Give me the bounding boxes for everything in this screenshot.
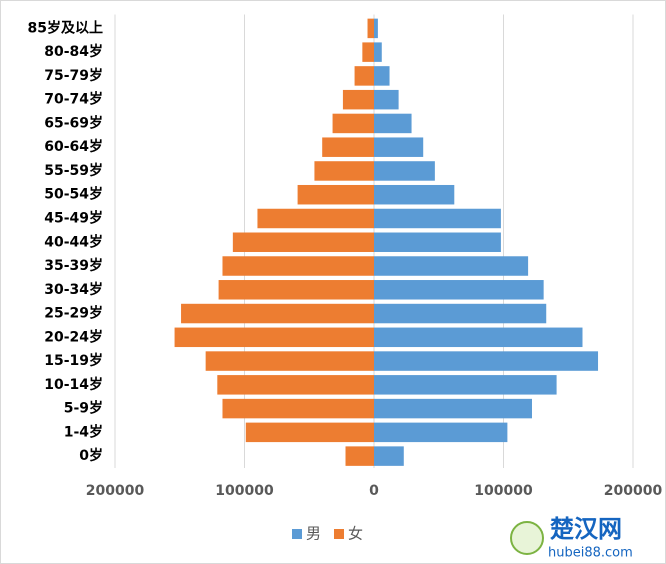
bar <box>345 446 374 466</box>
x-tick-label: 200000 <box>604 483 663 499</box>
bar <box>362 42 374 62</box>
y-tick-label: 80-84岁 <box>44 43 103 60</box>
bar <box>374 18 378 39</box>
x-tick-label: 200000 <box>86 483 145 499</box>
y-tick-label: 10-14岁 <box>44 376 103 393</box>
watermark: 楚汉网 hubei88.com <box>510 515 633 561</box>
bar <box>374 422 508 443</box>
y-tick-label: 20-24岁 <box>44 328 103 345</box>
bar <box>181 303 374 324</box>
y-tick-label: 1-4岁 <box>64 423 103 440</box>
bar <box>374 327 583 348</box>
legend-label: 女 <box>348 525 363 543</box>
y-tick-label: 5-9岁 <box>64 400 103 417</box>
legend-label: 男 <box>306 525 321 543</box>
bar <box>374 232 501 252</box>
y-tick-label: 75-79岁 <box>44 67 103 84</box>
y-tick-label: 65-69岁 <box>44 114 103 131</box>
bar <box>174 327 374 348</box>
y-tick-label: 40-44岁 <box>44 233 103 250</box>
watermark-name: 楚汉网 <box>550 515 622 543</box>
y-tick-label: 85岁及以上 <box>28 19 103 36</box>
bar <box>367 18 374 39</box>
bar <box>374 303 547 324</box>
bar <box>332 113 374 134</box>
bar <box>245 422 374 443</box>
y-tick-label: 35-39岁 <box>44 257 103 274</box>
bar <box>374 398 532 419</box>
bar <box>374 446 404 466</box>
bar <box>314 161 374 181</box>
y-tick-label: 0岁 <box>79 447 103 464</box>
bar <box>342 89 374 110</box>
bar <box>374 137 424 157</box>
bar <box>222 256 374 276</box>
bar <box>218 280 374 300</box>
legend-swatch <box>292 529 302 539</box>
bar <box>374 66 390 86</box>
bar <box>257 208 374 229</box>
y-tick-label: 60-64岁 <box>44 138 103 155</box>
bar <box>222 398 374 419</box>
y-tick-label: 55-59岁 <box>44 162 103 179</box>
bar <box>232 232 374 252</box>
bar <box>354 66 374 86</box>
bar <box>374 256 529 276</box>
bar <box>374 184 455 205</box>
bar <box>217 375 374 395</box>
x-tick-label: 100000 <box>474 483 533 499</box>
y-tick-label: 45-49岁 <box>44 209 103 226</box>
bar <box>374 89 399 110</box>
bar <box>374 351 599 371</box>
bar <box>374 375 557 395</box>
y-tick-label: 15-19岁 <box>44 352 103 369</box>
y-tick-label: 70-74岁 <box>44 91 103 108</box>
y-tick-label: 50-54岁 <box>44 186 103 203</box>
bar <box>374 208 501 229</box>
y-tick-label: 30-34岁 <box>44 281 103 298</box>
bar <box>374 42 382 62</box>
y-tick-label: 25-29岁 <box>44 305 103 322</box>
watermark-url: hubei88.com <box>548 546 633 561</box>
bar <box>322 137 374 157</box>
watermark-logo <box>510 521 544 555</box>
x-tick-label: 0 <box>369 483 379 499</box>
bar <box>374 280 544 300</box>
bar <box>374 161 435 181</box>
x-tick-label: 100000 <box>215 483 274 499</box>
bar <box>374 113 412 134</box>
bar <box>205 351 374 371</box>
legend-swatch <box>334 529 344 539</box>
bar <box>297 184 374 205</box>
